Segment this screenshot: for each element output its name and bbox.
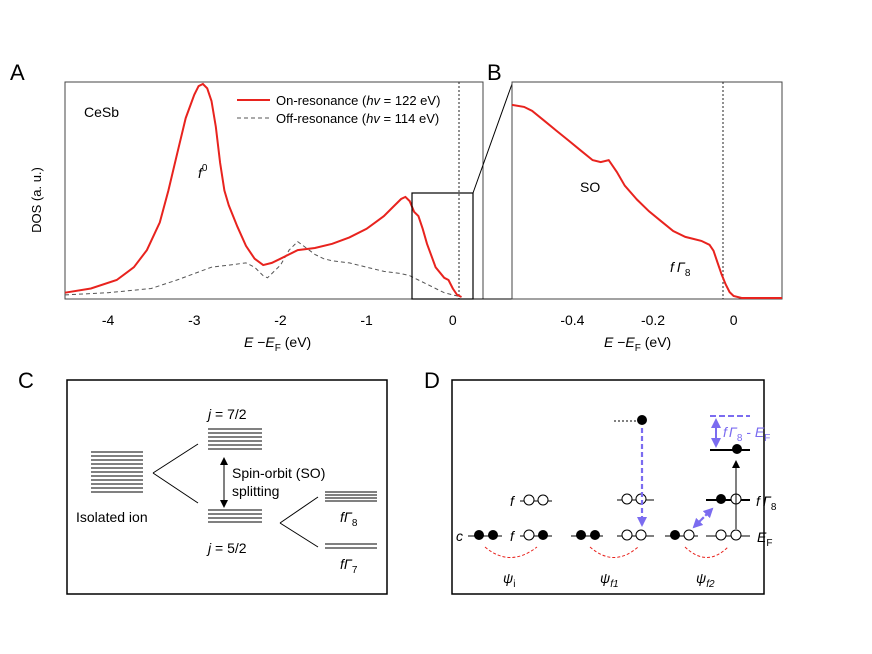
panel-b-x-ticks: -0.4 -0.2 0 <box>560 312 737 328</box>
cf-fgamma8-label: fΓ8 <box>340 509 358 529</box>
psi-i-label: ψi <box>503 570 515 590</box>
so-label-line1: Spin-orbit (SO) <box>232 465 325 481</box>
x-tick-label: 0 <box>449 312 457 328</box>
x-tick-label: -4 <box>102 312 115 328</box>
j72-label: j = 7/2 <box>206 406 247 422</box>
cf-split-up <box>279 496 319 524</box>
y-axis-label: DOS (a. u.) <box>29 167 44 233</box>
svg-text:f: f <box>510 528 516 544</box>
x-tick-label: -3 <box>188 312 201 328</box>
split-line-up <box>152 443 199 474</box>
fgamma7-levels <box>325 543 377 549</box>
so-label-line2: splitting <box>232 483 279 499</box>
panel-c-frame <box>66 379 388 595</box>
cf-split-down <box>279 522 319 548</box>
psi-f1-label: ψf1 <box>600 570 619 590</box>
x-tick-label: -1 <box>360 312 373 328</box>
panel-d-frame <box>451 379 765 595</box>
fgamma8-annotation: f Γ8 <box>670 259 691 279</box>
ef-label: EF <box>757 529 772 549</box>
split-line-down <box>152 472 199 504</box>
x-tick-label: -2 <box>274 312 287 328</box>
isolated-ion-levels <box>91 451 143 493</box>
x-tick-label: -0.2 <box>641 312 665 328</box>
so-annotation: SO <box>580 179 600 195</box>
panel-label-c: C <box>18 368 34 393</box>
fgamma8-levels <box>325 491 377 502</box>
psi-f2-diagram <box>665 415 750 558</box>
j52-label: j = 5/2 <box>206 540 247 556</box>
isolated-ion-label: Isolated ion <box>76 509 148 525</box>
panel-label-d: D <box>424 368 440 393</box>
j72-levels <box>208 428 262 450</box>
psi-f1-diagram <box>571 415 654 558</box>
zoom-box <box>411 192 474 300</box>
on-resonance-curve <box>64 82 462 298</box>
panel-label-b: B <box>487 60 502 85</box>
x-axis-label-b: E −EF (eV) <box>604 334 671 354</box>
zoom-connector-top <box>472 83 513 194</box>
x-tick-label: -0.4 <box>560 312 584 328</box>
sample-label: CeSb <box>84 104 119 120</box>
legend-on-label: On-resonance (hv = 122 eV) <box>276 93 440 108</box>
zoom-on-resonance-curve <box>511 103 782 299</box>
svg-text:c: c <box>456 528 463 544</box>
psi-f2-label: ψf2 <box>696 570 715 590</box>
svg-text:f: f <box>510 493 516 509</box>
x-axis-label-a: E −EF (eV) <box>244 334 311 354</box>
panel-label-a: A <box>10 60 25 85</box>
f0-label: f0 <box>198 163 208 181</box>
panel-b-frame <box>511 81 783 300</box>
panel-a-frame <box>64 81 484 300</box>
x-tick-label: 0 <box>730 312 738 328</box>
panel-a-x-ticks: -4 -3 -2 -1 0 <box>102 312 457 328</box>
psi-i-diagram: c f f <box>456 493 552 558</box>
off-resonance-curve <box>64 240 462 298</box>
cf-fgamma7-label: fΓ7 <box>340 556 358 576</box>
legend-off-label: Off-resonance (hv = 114 eV) <box>276 111 439 126</box>
d-fgamma8-label: f Γ8 <box>756 493 777 513</box>
gap-label: f Γ8 - EF <box>723 424 770 444</box>
j52-levels <box>208 509 262 523</box>
